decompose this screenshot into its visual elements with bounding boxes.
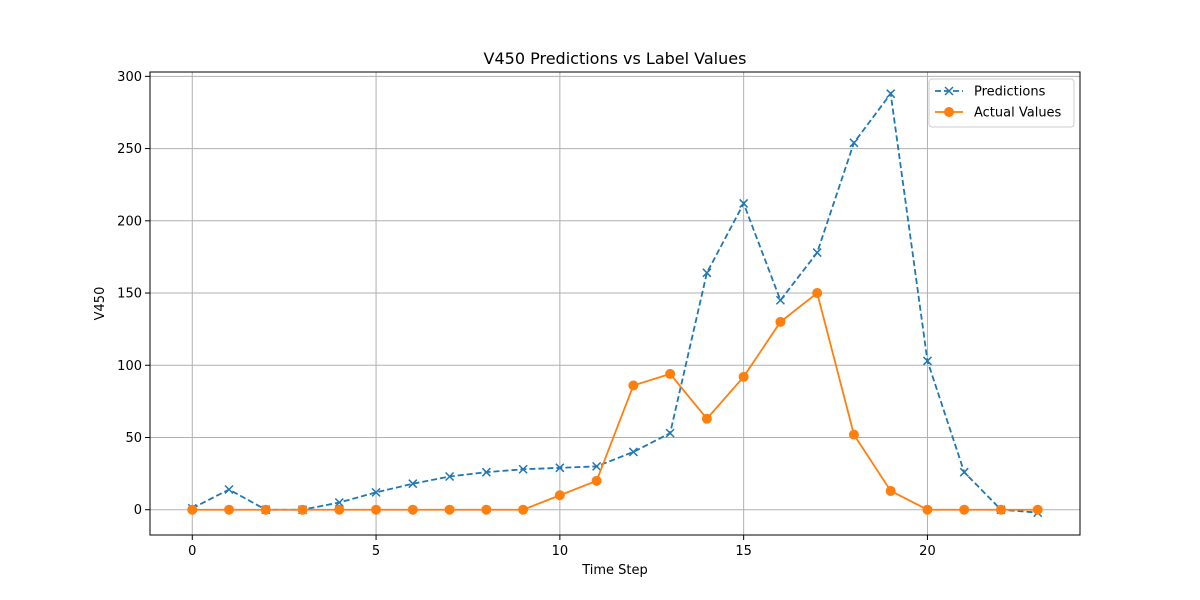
data-point-circle-marker [922, 504, 933, 515]
grid-lines [150, 72, 1080, 535]
data-point-circle-marker [885, 485, 896, 496]
data-point-circle-marker [812, 288, 823, 299]
data-point-x-marker [944, 86, 954, 96]
x-tick-label: 10 [552, 544, 569, 559]
y-axis-ticks: 0 50 100 150 200 250 300 [117, 70, 150, 518]
chart-title: V450 Predictions vs Label Values [484, 49, 747, 68]
data-point-circle-marker [701, 413, 712, 424]
data-point-circle-marker [554, 490, 565, 501]
data-point-x-marker [445, 471, 455, 482]
legend-item: Predictions [935, 85, 1046, 100]
data-point-x-marker [224, 484, 234, 495]
data-point-x-marker [959, 467, 969, 477]
data-point-circle-marker [944, 107, 954, 117]
x-tick-label: 15 [735, 544, 752, 559]
data-point-circle-marker [665, 368, 676, 379]
data-point-circle-marker [334, 504, 345, 515]
data-point-x-marker [518, 464, 528, 474]
data-point-x-marker [775, 295, 785, 305]
x-tick-label: 5 [372, 544, 380, 559]
data-point-x-marker [702, 268, 712, 278]
x-tick-label: 20 [919, 544, 936, 559]
data-point-circle-marker [995, 504, 1006, 515]
series-predictions [187, 89, 1043, 518]
data-point-circle-marker [738, 371, 749, 382]
data-point-x-marker [628, 447, 638, 457]
legend-label: Predictions [974, 85, 1046, 100]
data-point-x-marker [481, 467, 491, 477]
data-point-x-marker [592, 461, 602, 471]
y-tick-label: 200 [117, 214, 142, 229]
data-point-x-marker [849, 138, 859, 148]
y-axis-label: V450 [93, 287, 108, 321]
data-point-circle-marker [848, 429, 859, 440]
data-point-circle-marker [1032, 504, 1043, 515]
series-actual-values [187, 288, 1043, 515]
plot-area-frame [149, 71, 1081, 536]
y-tick-label: 300 [117, 70, 142, 85]
data-series [187, 89, 1043, 518]
x-axis-ticks: 0 5 10 15 20 [188, 535, 936, 559]
y-tick-label: 0 [134, 503, 142, 518]
data-point-circle-marker [444, 504, 455, 515]
x-tick-label: 0 [188, 544, 196, 559]
data-point-circle-marker [959, 504, 970, 515]
data-point-circle-marker [187, 504, 198, 515]
series-line [191, 91, 1038, 514]
data-point-circle-marker [481, 504, 492, 515]
legend-box [928, 78, 1075, 128]
data-point-x-marker [812, 248, 822, 258]
y-tick-label: 150 [117, 287, 142, 302]
y-tick-label: 100 [117, 359, 142, 374]
y-tick-label: 250 [117, 142, 142, 157]
data-point-x-marker [739, 198, 749, 208]
data-point-circle-marker [297, 504, 308, 515]
series-line [192, 291, 1038, 511]
data-point-x-marker [886, 89, 896, 99]
data-point-x-marker [334, 497, 344, 508]
legend: Predictions Actual Values [928, 78, 1075, 128]
data-point-circle-marker [371, 504, 382, 515]
data-point-circle-marker [224, 504, 235, 515]
legend-label: Actual Values [974, 106, 1062, 121]
data-point-x-marker [922, 356, 932, 366]
y-tick-label: 50 [125, 431, 142, 446]
data-point-x-marker [665, 428, 675, 438]
data-point-circle-marker [775, 316, 786, 327]
x-axis-label: Time Step [581, 563, 648, 578]
data-point-x-marker [371, 487, 381, 497]
data-point-circle-marker [591, 475, 602, 486]
data-point-circle-marker [628, 380, 639, 391]
legend-item: Actual Values [935, 106, 1062, 121]
data-point-x-marker [555, 463, 565, 473]
data-point-circle-marker [407, 504, 418, 515]
data-point-circle-marker [260, 504, 271, 515]
data-point-circle-marker [518, 504, 529, 515]
data-point-x-marker [408, 479, 418, 489]
